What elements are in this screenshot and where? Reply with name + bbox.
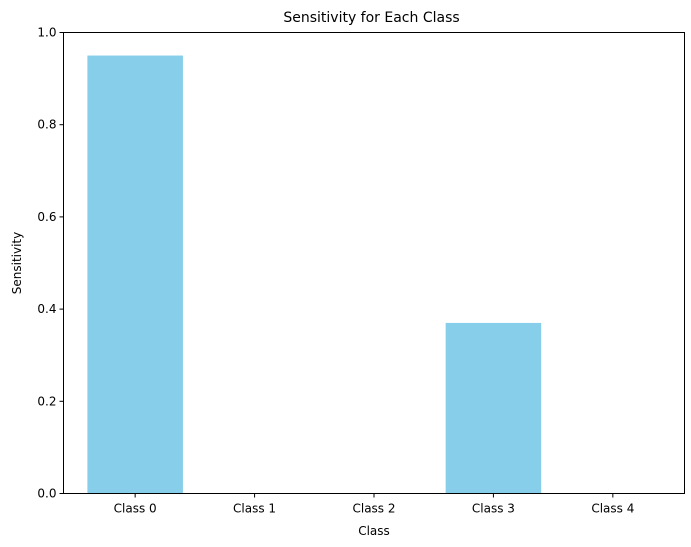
- y-tick-label: 0.6: [37, 210, 56, 224]
- y-axis: 0.0 0.2 0.4 0.6 0.8 1.0: [37, 26, 64, 501]
- chart-title: Sensitivity for Each Class: [283, 10, 459, 26]
- y-tick-label: 0.2: [37, 394, 56, 408]
- bar-class-3: [445, 322, 542, 494]
- x-axis-label: Class: [358, 524, 390, 538]
- y-tick-label: 0.0: [37, 487, 56, 501]
- x-tick-label: Class 1: [233, 502, 276, 516]
- x-tick-label: Class 4: [591, 502, 634, 516]
- x-tick-label: Class 2: [352, 502, 395, 516]
- y-tick-label: 0.4: [37, 302, 56, 316]
- y-tick-label: 1.0: [37, 26, 56, 40]
- x-tick-label: Class 3: [472, 502, 515, 516]
- x-tick-label: Class 0: [114, 502, 157, 516]
- y-tick-label: 0.8: [37, 118, 56, 132]
- x-axis: Class 0 Class 1 Class 2 Class 3 Class 4: [114, 493, 634, 516]
- y-axis-label: Sensitivity: [10, 232, 24, 294]
- bar-class-0: [87, 55, 183, 494]
- bars-group: [87, 55, 542, 494]
- plot-frame: [63, 32, 685, 494]
